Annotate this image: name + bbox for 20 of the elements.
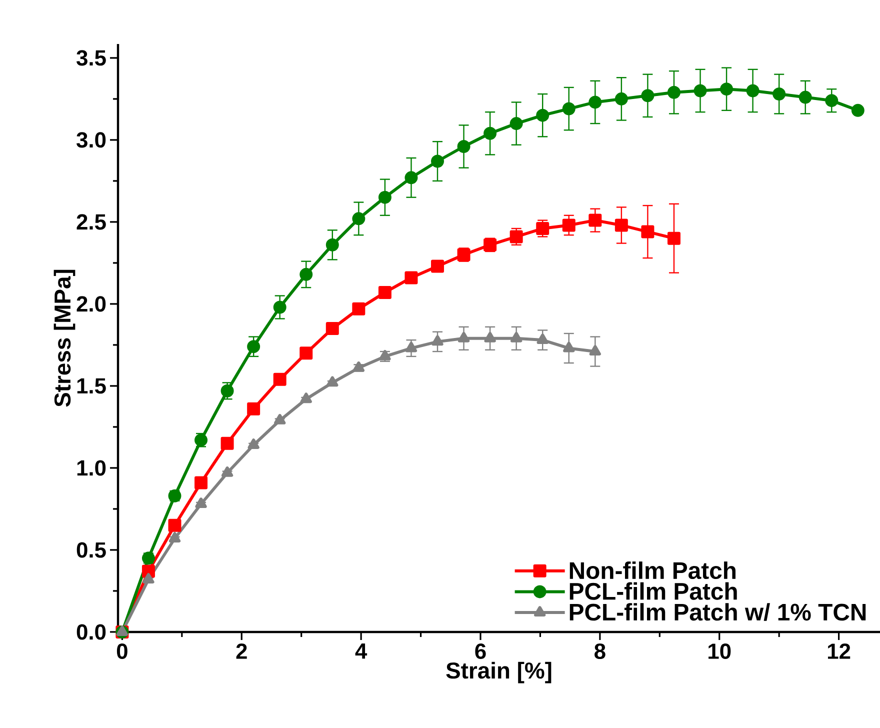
y-tick-label: 1.5 (77, 378, 106, 394)
x-tick-label: 8 (594, 644, 606, 660)
x-axis-title: Strain [%] (446, 662, 552, 684)
y-tick-label: 3.0 (76, 132, 106, 148)
legend-label: Non-film Patch (570, 561, 736, 580)
y-tick-label: 2.5 (76, 214, 106, 230)
y-tick-label: 0.5 (76, 542, 106, 558)
x-tick-label: 12 (828, 644, 850, 659)
legend-label: PCL-film Patch w/ 1% TCN (570, 603, 866, 621)
y-axis-title: Stress [MPa] (54, 270, 76, 407)
x-tick-label: 2 (236, 644, 247, 659)
x-tick-label: 10 (708, 644, 731, 660)
x-tick-label: 0 (116, 644, 128, 660)
y-tick-label: 2.0 (76, 296, 106, 312)
y-tick-label: 0.0 (76, 624, 106, 640)
x-tick-label: 4 (355, 644, 368, 659)
y-tick-label: 1.0 (77, 460, 106, 476)
y-tick-label: 3.5 (76, 50, 106, 66)
legend-label: PCL-film Patch (570, 582, 737, 600)
x-tick-label: 6 (475, 644, 486, 660)
